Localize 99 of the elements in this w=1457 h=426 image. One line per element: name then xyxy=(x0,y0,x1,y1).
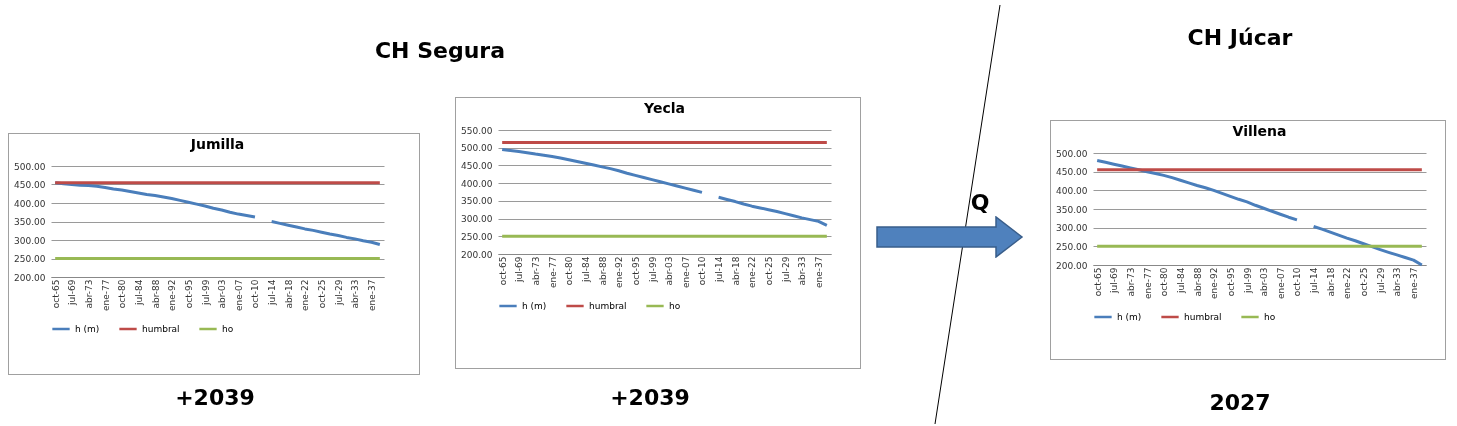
x-tick-label: jul-99 xyxy=(647,256,658,283)
text: CH Júcar xyxy=(1187,25,1293,50)
x-tick-label: ene-22 xyxy=(747,256,758,288)
x-tick-label: ene-77 xyxy=(1142,267,1153,299)
x-tick-label: abr-03 xyxy=(217,279,228,309)
x-tick-label: oct-95 xyxy=(1225,267,1236,297)
y-tick-label: 250.00 xyxy=(14,254,46,264)
y-tick-label: 300.00 xyxy=(14,235,46,246)
x-tick-label: abr-73 xyxy=(1125,267,1136,297)
legend-label: ho xyxy=(1264,312,1276,322)
x-tick-label: abr-88 xyxy=(150,279,161,309)
x-tick-label: oct-25 xyxy=(764,256,775,286)
x-tick-label: ene-37 xyxy=(367,279,378,311)
x-tick-label: oct-10 xyxy=(250,279,261,309)
x-tick-label: ene-07 xyxy=(1275,267,1286,299)
x-tick-label: jul-14 xyxy=(267,279,278,306)
x-tick-label: jul-14 xyxy=(714,256,725,283)
x-tick-label: oct-80 xyxy=(1159,267,1170,297)
x-tick-label: ene-92 xyxy=(1209,267,1220,299)
x-tick-label: oct-25 xyxy=(317,279,328,309)
x-tick-label: jul-69 xyxy=(514,256,525,283)
y-tick-label: 550.00 xyxy=(461,125,493,136)
x-tick-label: abr-88 xyxy=(1192,267,1203,297)
x-tick-label: jul-99 xyxy=(200,279,211,306)
y-tick-label: 300.00 xyxy=(461,214,493,225)
x-tick-label: jul-84 xyxy=(133,279,144,306)
x-tick-label: oct-10 xyxy=(1292,267,1303,297)
y-tick-label: 450.00 xyxy=(461,160,493,171)
x-tick-label: ene-22 xyxy=(300,279,311,311)
x-tick-label: oct-80 xyxy=(564,256,575,286)
y-tick-label: 350.00 xyxy=(1056,204,1088,215)
chart-title: Yecla xyxy=(643,100,685,116)
x-tick-label: jul-84 xyxy=(580,256,591,283)
x-tick-label: ene-92 xyxy=(614,256,625,288)
y-tick-label: 400.00 xyxy=(461,178,493,189)
x-tick-label: ene-37 xyxy=(1409,267,1420,299)
x-tick-label: abr-18 xyxy=(730,256,741,286)
x-tick-label: ene-07 xyxy=(680,256,691,288)
legend-label: humbral xyxy=(142,324,180,334)
x-tick-label: oct-80 xyxy=(117,279,128,309)
x-tick-label: abr-33 xyxy=(1392,267,1403,297)
y-tick-label: 250.00 xyxy=(1056,241,1088,252)
text: +2039 xyxy=(175,385,255,410)
y-tick-label: 450.00 xyxy=(1056,167,1088,178)
text: CH Segura xyxy=(374,38,506,63)
legend-label: h (m) xyxy=(75,324,100,334)
chart-title: Villena xyxy=(1232,123,1287,139)
y-tick-label: 250.00 xyxy=(461,231,493,242)
x-tick-label: jul-84 xyxy=(1175,267,1186,294)
text: 2027 xyxy=(1209,390,1271,415)
y-tick-label: 200.00 xyxy=(461,249,493,260)
y-tick-label: 500.00 xyxy=(1056,148,1088,159)
x-tick-label: jul-29 xyxy=(780,256,791,283)
legend-label: humbral xyxy=(1184,312,1222,322)
y-tick-label: 500.00 xyxy=(461,143,493,154)
x-tick-label: ene-92 xyxy=(167,279,178,311)
x-tick-label: jul-69 xyxy=(67,279,78,306)
x-tick-label: ene-77 xyxy=(100,279,111,311)
legend-label: h (m) xyxy=(1117,312,1142,322)
y-tick-label: 300.00 xyxy=(1056,223,1088,234)
x-tick-label: jul-14 xyxy=(1309,267,1320,294)
x-tick-label: oct-65 xyxy=(50,279,61,309)
x-tick-label: abr-33 xyxy=(797,256,808,286)
y-tick-label: 400.00 xyxy=(14,198,46,209)
x-tick-label: abr-73 xyxy=(83,279,94,309)
legend-label: ho xyxy=(669,301,681,311)
x-tick-label: jul-29 xyxy=(333,279,344,306)
text: +2039 xyxy=(610,385,690,410)
x-tick-label: abr-18 xyxy=(283,279,294,309)
x-tick-label: abr-18 xyxy=(1325,267,1336,297)
x-tick-label: ene-07 xyxy=(233,279,244,311)
y-tick-label: 350.00 xyxy=(461,196,493,207)
x-tick-label: oct-95 xyxy=(630,256,641,286)
legend-label: h (m) xyxy=(522,301,547,311)
x-tick-label: jul-99 xyxy=(1242,267,1253,294)
x-tick-label: jul-69 xyxy=(1109,267,1120,294)
y-tick-label: 450.00 xyxy=(14,180,46,190)
chart-title: Jumilla xyxy=(189,136,245,152)
x-tick-label: oct-95 xyxy=(183,279,194,309)
legend-label: ho xyxy=(222,324,234,334)
x-tick-label: ene-22 xyxy=(1342,267,1353,299)
x-tick-label: abr-73 xyxy=(530,256,541,286)
y-tick-label: 200.00 xyxy=(14,272,46,283)
x-tick-label: ene-37 xyxy=(814,256,825,288)
x-tick-label: oct-65 xyxy=(1092,267,1103,297)
y-tick-label: 350.00 xyxy=(14,217,46,227)
y-tick-label: 400.00 xyxy=(1056,185,1088,196)
y-tick-label: 200.00 xyxy=(1056,260,1088,271)
x-tick-label: abr-03 xyxy=(664,256,675,286)
x-tick-label: jul-29 xyxy=(1375,267,1386,294)
x-tick-label: oct-65 xyxy=(497,256,508,286)
x-tick-label: abr-88 xyxy=(597,256,608,286)
x-tick-label: oct-25 xyxy=(1359,267,1370,297)
y-tick-label: 500.00 xyxy=(14,161,46,172)
x-tick-label: ene-77 xyxy=(547,256,558,288)
x-tick-label: abr-33 xyxy=(350,279,361,309)
x-tick-label: oct-10 xyxy=(697,256,708,286)
x-tick-label: abr-03 xyxy=(1259,267,1270,297)
legend-label: humbral xyxy=(589,301,627,311)
